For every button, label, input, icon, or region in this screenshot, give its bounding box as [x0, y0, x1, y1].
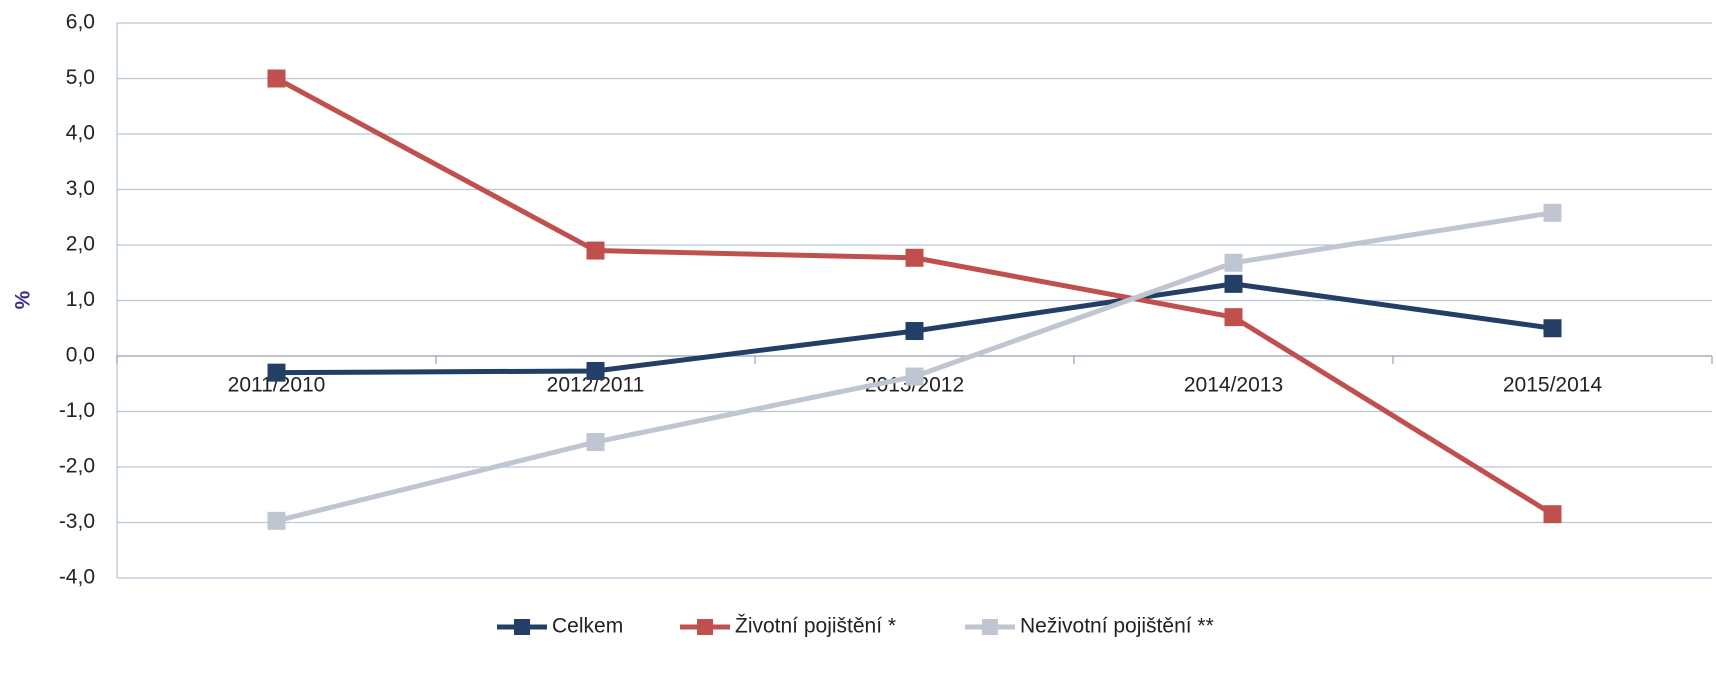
y-tick-label: 6,0: [66, 11, 95, 34]
y-tick-label: 2,0: [66, 233, 95, 256]
y-tick-label: 4,0: [66, 122, 95, 145]
x-tick-label: 2014/2013: [1184, 374, 1283, 397]
marker: [586, 433, 605, 452]
x-tick-label: 2012/2011: [547, 374, 645, 397]
legend-label: Celkem: [552, 615, 623, 638]
x-tick-label: 2015/2014: [1503, 374, 1603, 397]
legend-swatch-marker: [697, 619, 713, 635]
marker: [1224, 308, 1243, 327]
y-tick-label: 3,0: [66, 177, 95, 200]
marker: [905, 322, 924, 341]
marker: [1543, 505, 1562, 524]
series-line: [275, 76, 1554, 517]
marker: [586, 241, 605, 260]
marker: [1543, 319, 1562, 338]
marker: [586, 361, 605, 380]
y-tick-label: -2,0: [59, 455, 95, 478]
marker: [905, 367, 924, 386]
marker: [905, 248, 924, 267]
marker: [1543, 203, 1562, 222]
legend-swatch-marker: [982, 619, 998, 635]
y-tick-label: 0,0: [66, 344, 95, 367]
y-tick-label: -3,0: [59, 510, 95, 533]
y-axis-label: %: [12, 290, 35, 309]
marker: [267, 511, 286, 530]
marker: [267, 69, 286, 88]
legend-label: Životní pojištění *: [735, 615, 896, 638]
y-tick-label: 5,0: [66, 66, 95, 89]
y-tick-label: -4,0: [59, 566, 95, 589]
x-tick-label: 2011/2010: [228, 374, 326, 397]
y-tick-label: -1,0: [59, 399, 95, 422]
marker: [1224, 253, 1243, 272]
y-tick-label: 1,0: [66, 288, 95, 311]
marker: [267, 363, 286, 382]
legend-swatch-marker: [514, 619, 530, 635]
legend-label: Neživotní pojištění **: [1020, 615, 1214, 638]
marker: [1224, 274, 1243, 293]
